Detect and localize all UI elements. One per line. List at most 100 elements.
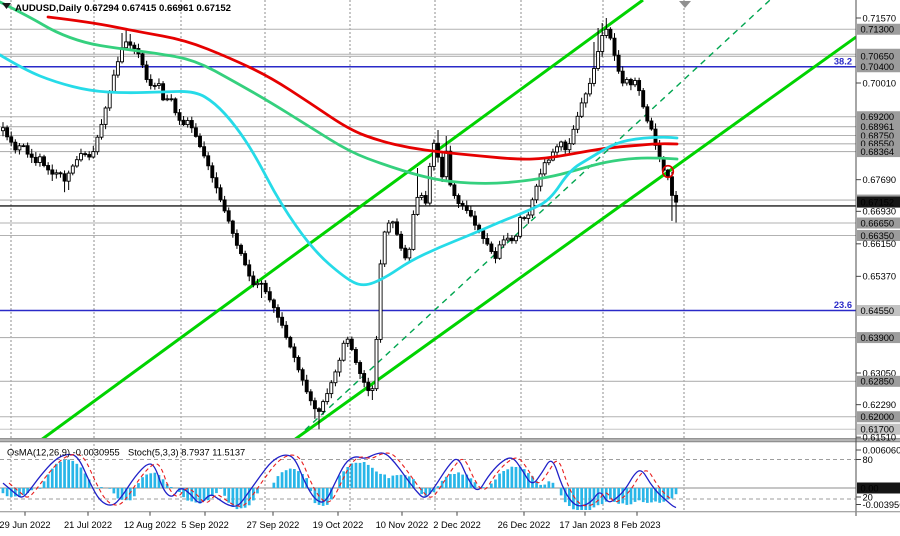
candle[interactable]: [567, 138, 572, 154]
candle[interactable]: [284, 321, 289, 340]
candle[interactable]: [583, 92, 588, 108]
candle[interactable]: [374, 335, 379, 391]
candle[interactable]: [649, 117, 654, 131]
candle[interactable]: [509, 235, 514, 244]
candle[interactable]: [587, 77, 592, 97]
candle[interactable]: [550, 148, 555, 162]
candle[interactable]: [251, 271, 256, 288]
candle[interactable]: [497, 240, 502, 260]
candle[interactable]: [5, 125, 10, 141]
candle[interactable]: [321, 399, 326, 415]
candle[interactable]: [546, 158, 551, 166]
candle[interactable]: [337, 357, 342, 377]
candle[interactable]: [386, 220, 391, 235]
candle[interactable]: [300, 367, 305, 386]
candle[interactable]: [124, 30, 129, 50]
candle[interactable]: [501, 235, 506, 248]
candle[interactable]: [247, 259, 252, 282]
candle[interactable]: [665, 168, 670, 181]
candle[interactable]: [62, 170, 67, 193]
candle[interactable]: [333, 369, 338, 387]
candle[interactable]: [440, 151, 445, 182]
candle[interactable]: [493, 247, 498, 264]
candle[interactable]: [271, 298, 276, 313]
candle[interactable]: [345, 336, 350, 347]
candle[interactable]: [612, 33, 617, 61]
candle[interactable]: [276, 304, 280, 323]
candle[interactable]: [596, 28, 601, 71]
candle[interactable]: [489, 241, 494, 254]
candle[interactable]: [325, 388, 330, 405]
candle[interactable]: [259, 280, 264, 299]
candle[interactable]: [83, 151, 88, 157]
candle[interactable]: [456, 193, 461, 209]
candle[interactable]: [366, 377, 371, 397]
candle[interactable]: [431, 139, 436, 171]
candle[interactable]: [423, 190, 428, 206]
candle[interactable]: [329, 380, 334, 399]
price-axis[interactable]: 0.715700.713000.707000.706500.704000.700…: [856, 13, 900, 510]
candle[interactable]: [353, 347, 358, 365]
candle[interactable]: [91, 145, 96, 159]
candle[interactable]: [54, 169, 59, 179]
candle[interactable]: [559, 140, 564, 151]
candle[interactable]: [460, 200, 465, 210]
candle[interactable]: [169, 94, 174, 102]
candle[interactable]: [538, 168, 543, 192]
candle[interactable]: [411, 210, 416, 251]
candle[interactable]: [267, 287, 272, 303]
candle[interactable]: [214, 172, 219, 194]
candle[interactable]: [87, 151, 92, 161]
candle[interactable]: [173, 97, 178, 116]
candle[interactable]: [79, 148, 83, 162]
candle[interactable]: [670, 171, 674, 221]
candle[interactable]: [148, 74, 153, 90]
candle[interactable]: [132, 42, 137, 55]
candle[interactable]: [358, 360, 363, 379]
candle[interactable]: [674, 191, 679, 223]
candle[interactable]: [399, 231, 404, 251]
candle[interactable]: [526, 212, 531, 224]
candle[interactable]: [575, 111, 580, 134]
candle[interactable]: [140, 51, 145, 68]
candle[interactable]: [312, 397, 317, 419]
candle[interactable]: [534, 183, 539, 204]
candle[interactable]: [624, 77, 629, 86]
candle[interactable]: [382, 230, 387, 267]
candle[interactable]: [579, 97, 584, 118]
candle[interactable]: [485, 233, 490, 246]
time-axis[interactable]: 29 Jun 2022 21 Jul 2022 12 Aug 2022 5 Sep 2…: [0, 511, 661, 530]
candle[interactable]: [600, 23, 605, 57]
candle[interactable]: [222, 195, 227, 213]
candle[interactable]: [628, 77, 633, 91]
candle[interactable]: [239, 243, 243, 257]
candle[interactable]: [74, 156, 79, 168]
candle[interactable]: [378, 259, 383, 343]
ma-lines[interactable]: [0, 0, 679, 287]
candle[interactable]: [13, 139, 18, 154]
candle[interactable]: [128, 34, 133, 49]
candle[interactable]: [522, 216, 527, 221]
candle[interactable]: [308, 389, 313, 406]
candle[interactable]: [608, 27, 613, 41]
candles-layer[interactable]: [1, 18, 679, 430]
candle[interactable]: [542, 158, 547, 176]
candle[interactable]: [288, 335, 293, 349]
candle[interactable]: [50, 164, 55, 182]
candle[interactable]: [592, 42, 596, 87]
candle[interactable]: [111, 69, 116, 94]
candle[interactable]: [202, 141, 207, 159]
candle[interactable]: [370, 385, 375, 401]
candle[interactable]: [633, 77, 637, 88]
candle[interactable]: [571, 125, 576, 145]
candle[interactable]: [390, 220, 395, 229]
candle[interactable]: [230, 219, 235, 238]
candle[interactable]: [152, 82, 157, 90]
candle[interactable]: [419, 192, 424, 200]
candle[interactable]: [33, 152, 38, 166]
candle[interactable]: [641, 88, 646, 109]
candle[interactable]: [46, 162, 51, 175]
candle[interactable]: [210, 162, 215, 183]
candle[interactable]: [604, 18, 609, 39]
